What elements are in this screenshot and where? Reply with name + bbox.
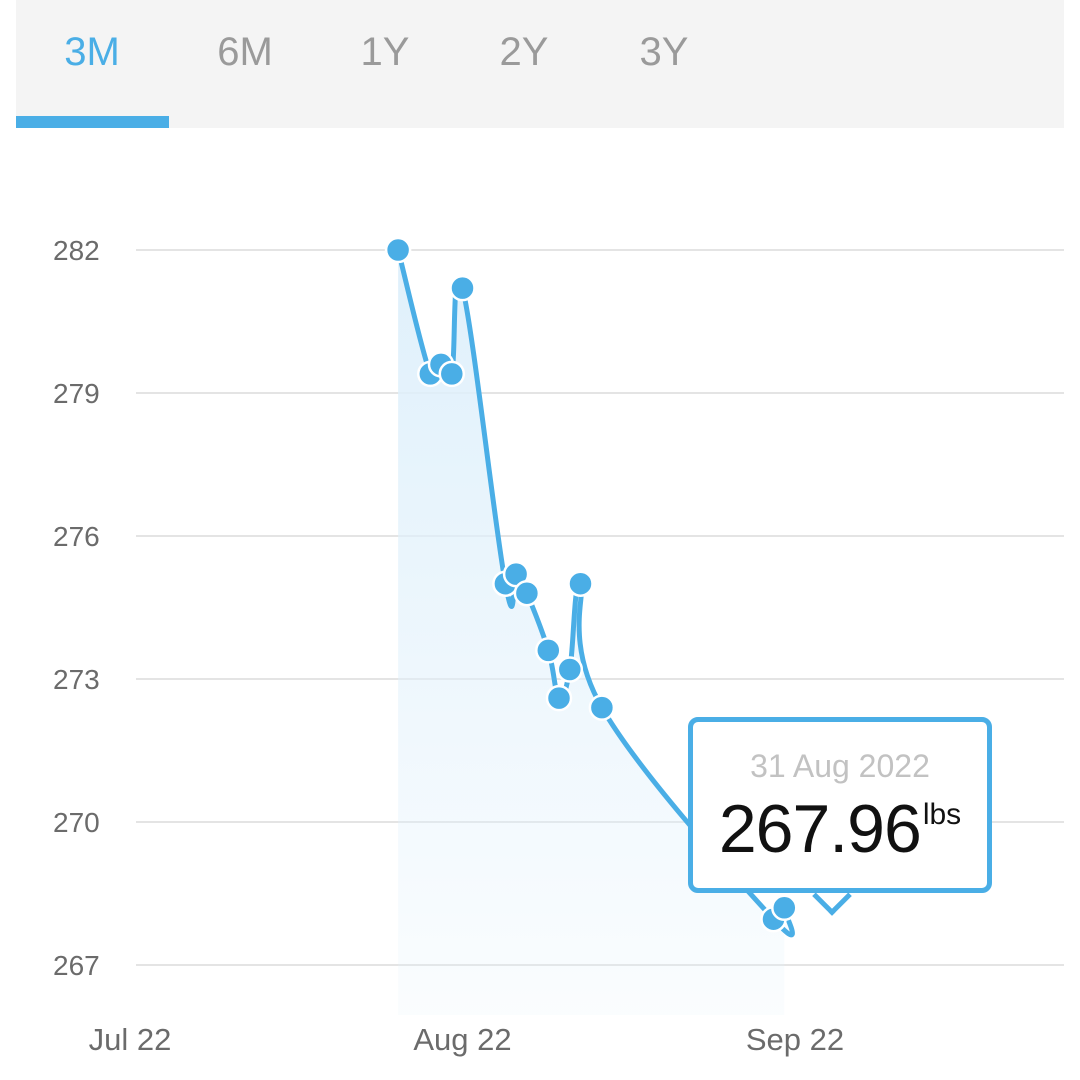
tab-2y[interactable]: 2Y bbox=[499, 30, 549, 74]
y-tick-label: 279 bbox=[53, 378, 100, 409]
tooltip-value: 267.96 bbox=[718, 791, 922, 867]
data-point[interactable] bbox=[771, 894, 798, 922]
value-tooltip: 31 Aug 2022 267.96lbs bbox=[688, 717, 992, 893]
data-point[interactable] bbox=[545, 684, 573, 712]
data-point[interactable] bbox=[567, 570, 594, 597]
tooltip-unit: lbs bbox=[922, 798, 962, 831]
range-tab-bar: 3M 6M 1Y 2Y 3Y bbox=[16, 0, 1064, 128]
tab-3m[interactable]: 3M bbox=[64, 30, 120, 74]
area-fill bbox=[398, 250, 793, 1015]
y-tick-label: 267 bbox=[53, 950, 100, 981]
data-point[interactable] bbox=[384, 236, 412, 264]
active-tab-indicator bbox=[16, 116, 169, 128]
data-point[interactable] bbox=[449, 274, 476, 302]
tab-1y[interactable]: 1Y bbox=[360, 30, 410, 74]
data-point[interactable] bbox=[588, 694, 616, 721]
tooltip-value-row: 267.96lbs bbox=[693, 790, 987, 868]
y-axis-labels: 282 279 276 273 270 267 bbox=[53, 235, 100, 981]
y-tick-label: 276 bbox=[53, 521, 100, 552]
data-point[interactable] bbox=[438, 360, 466, 388]
x-axis-labels: Jul 22 Aug 22 Sep 22 bbox=[89, 1022, 845, 1057]
tooltip-date: 31 Aug 2022 bbox=[750, 748, 930, 784]
data-point[interactable] bbox=[535, 637, 562, 664]
data-point[interactable] bbox=[556, 656, 584, 683]
x-tick-label: Sep 22 bbox=[746, 1022, 844, 1057]
y-tick-label: 282 bbox=[53, 235, 100, 266]
x-tick-label: Aug 22 bbox=[413, 1022, 511, 1057]
data-point[interactable] bbox=[513, 579, 541, 607]
tab-6m[interactable]: 6M bbox=[217, 30, 273, 74]
tab-3y[interactable]: 3Y bbox=[639, 30, 689, 74]
x-tick-label: Jul 22 bbox=[89, 1022, 172, 1057]
data-points bbox=[384, 236, 798, 933]
y-tick-label: 273 bbox=[53, 664, 100, 695]
y-tick-label: 270 bbox=[53, 807, 100, 838]
